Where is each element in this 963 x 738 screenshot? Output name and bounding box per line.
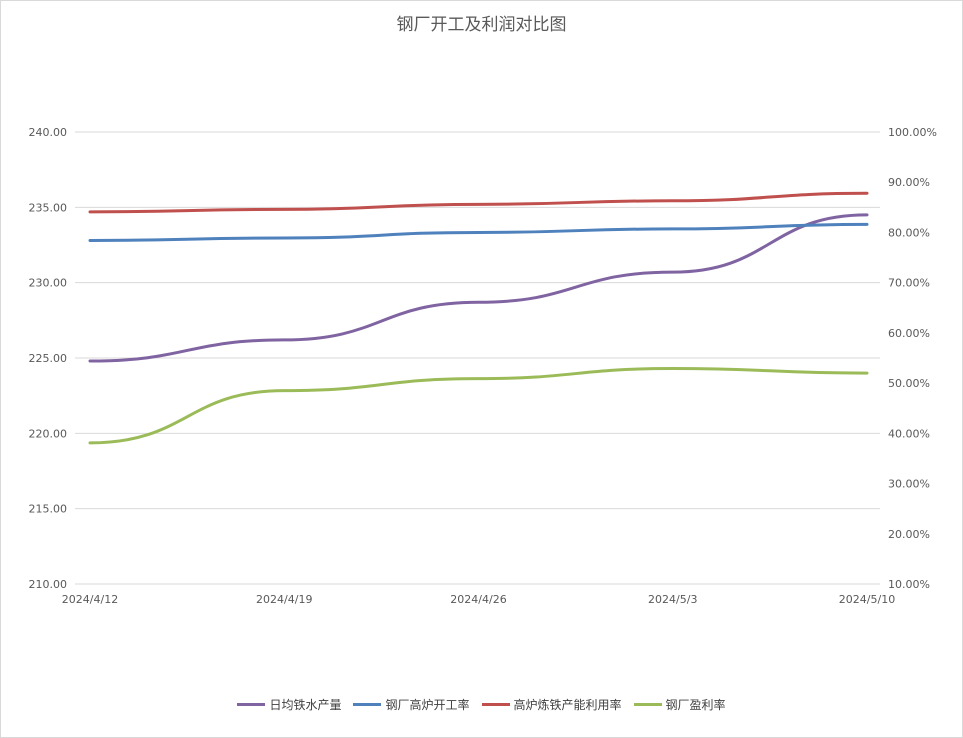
grid-lines: [75, 131, 880, 585]
y-right-tick-label: 50.00%: [888, 377, 930, 390]
x-tick-label: 2024/5/10: [839, 593, 895, 606]
legend: 日均铁水产量 钢厂高炉开工率 高炉炼铁产能利用率 钢厂盈利率: [0, 696, 963, 713]
series-line: [88, 191, 869, 214]
legend-item: 钢厂盈利率: [633, 696, 726, 713]
axis-labels: 210.00 215.00 220.00 225.00 230.00 235.00 240.…: [29, 126, 937, 606]
y-right-tick-label: 20.00%: [888, 528, 930, 541]
x-tick-label: 2024/4/12: [62, 593, 118, 606]
series-line: [88, 222, 869, 242]
series-line: [88, 367, 869, 445]
legend-label: 钢厂盈利率: [665, 698, 726, 712]
y-right-tick-label: 80.00%: [888, 226, 930, 239]
y-left-tick-label: 215.00: [29, 503, 68, 516]
legend-swatch: [237, 703, 266, 706]
legend-label: 日均铁水产量: [269, 698, 342, 712]
legend-label: 钢厂高炉开工率: [385, 698, 470, 712]
legend-item: 钢厂高炉开工率: [353, 696, 470, 713]
y-right-tick-label: 70.00%: [888, 277, 930, 290]
legend-item: 日均铁水产量: [237, 696, 341, 713]
legend-label: 高炉炼铁产能利用率: [513, 698, 622, 712]
y-right-tick-label: 60.00%: [888, 327, 930, 340]
legend-swatch: [353, 703, 382, 706]
series-lines: [88, 191, 869, 445]
y-left-tick-label: 225.00: [29, 352, 68, 365]
series-line: [88, 213, 869, 363]
legend-swatch: [481, 703, 510, 706]
x-tick-label: 2024/5/3: [648, 593, 697, 606]
y-left-tick-label: 240.00: [29, 126, 68, 139]
y-right-tick-label: 100.00%: [888, 126, 937, 139]
y-left-tick-label: 220.00: [29, 427, 68, 440]
y-left-tick-label: 230.00: [29, 277, 68, 290]
y-left-tick-label: 210.00: [29, 578, 68, 591]
x-tick-label: 2024/4/26: [450, 593, 506, 606]
chart-title: 钢厂开工及利润对比图: [396, 15, 567, 35]
legend-swatch: [633, 703, 662, 706]
y-left-tick-label: 235.00: [29, 201, 68, 214]
y-right-tick-label: 90.00%: [888, 176, 930, 189]
y-right-tick-label: 40.00%: [888, 427, 930, 440]
x-tick-label: 2024/4/19: [256, 593, 312, 606]
legend-item: 高炉炼铁产能利用率: [481, 696, 622, 713]
y-right-tick-label: 30.00%: [888, 478, 930, 491]
y-right-tick-label: 10.00%: [888, 578, 930, 591]
